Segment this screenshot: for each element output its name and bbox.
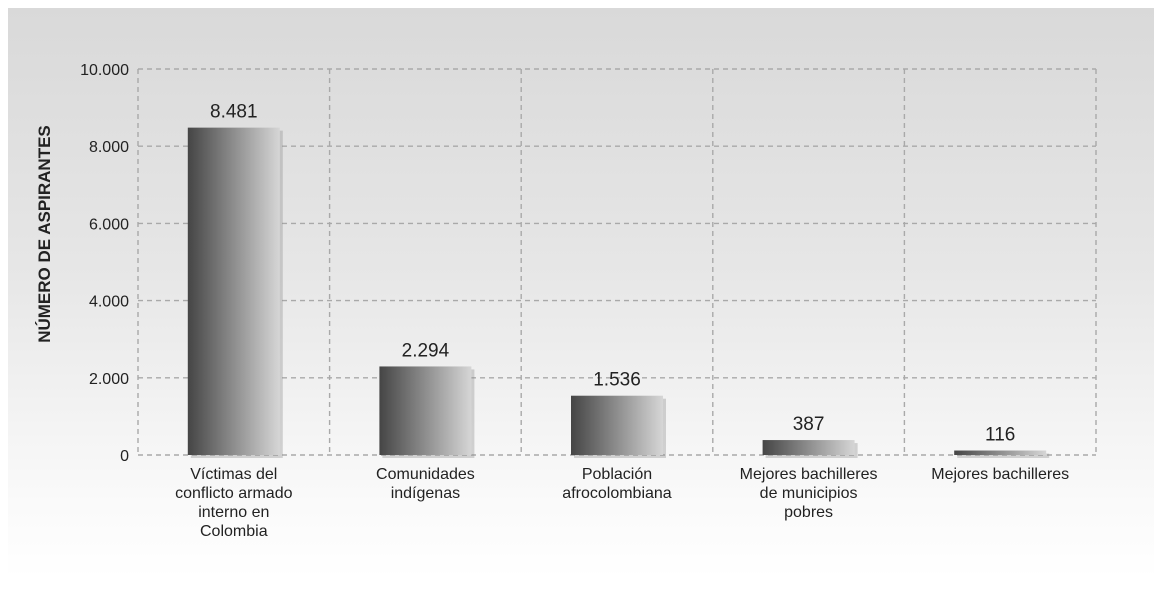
category-label: Mejores bachilleres de municipios pobres [740,466,878,521]
y-tick-label: 2.000 [89,371,129,388]
category-labels: Víctimas del conflicto armado interno en Co… [175,466,1069,540]
category-label-line: indígenas [391,485,460,502]
value-labels: 8.481 2.294 1.536 387 116 [210,102,1015,446]
category-label-line: interno en [198,504,269,521]
category-label: Comunidades indígenas [376,466,475,502]
category-label-line: Víctimas del [190,466,277,483]
y-tick-label: 8.000 [89,139,129,156]
y-tick-label: 0 [120,448,129,465]
y-tick-label: 10.000 [80,62,129,79]
category-label: Víctimas del conflicto armado interno en Co… [175,466,292,540]
category-label-line: de municipios [760,485,858,502]
value-label: 116 [985,425,1015,446]
category-label-line: afrocolombiana [562,485,672,502]
category-label: Mejores bachilleres [931,466,1069,483]
value-label: 387 [793,414,825,435]
category-label-line: Mejores bachilleres [931,466,1069,483]
category-label-line: Mejores bachilleres [740,466,878,483]
value-label: 2.294 [402,340,450,361]
bar-shadow [957,453,1050,458]
category-label: Población afrocolombiana [562,466,672,502]
category-label-line: conflicto armado [175,485,292,502]
category-label-line: Población [582,466,652,483]
category-label-line: Comunidades [376,466,475,483]
category-label-line: pobres [784,504,833,521]
category-label-line: Colombia [200,523,268,540]
value-label: 8.481 [210,102,258,123]
value-label: 1.536 [593,370,641,391]
bars [187,127,1050,458]
y-axis-title: NÚMERO DE ASPIRANTES [35,125,54,343]
y-tick-label: 6.000 [89,216,129,233]
bar-chart: 0 2.000 4.000 6.000 8.000 10.000 8.481 2.294 1.… [35,62,1097,540]
chart-panel: 0 2.000 4.000 6.000 8.000 10.000 8.481 2.294 1.… [8,8,1154,578]
y-axis-ticks: 0 2.000 4.000 6.000 8.000 10.000 [80,62,129,465]
y-tick-label: 4.000 [89,294,129,311]
bar [571,395,663,455]
bar [954,450,1047,455]
bar [379,366,472,455]
bar [187,127,280,456]
bar [762,440,855,455]
